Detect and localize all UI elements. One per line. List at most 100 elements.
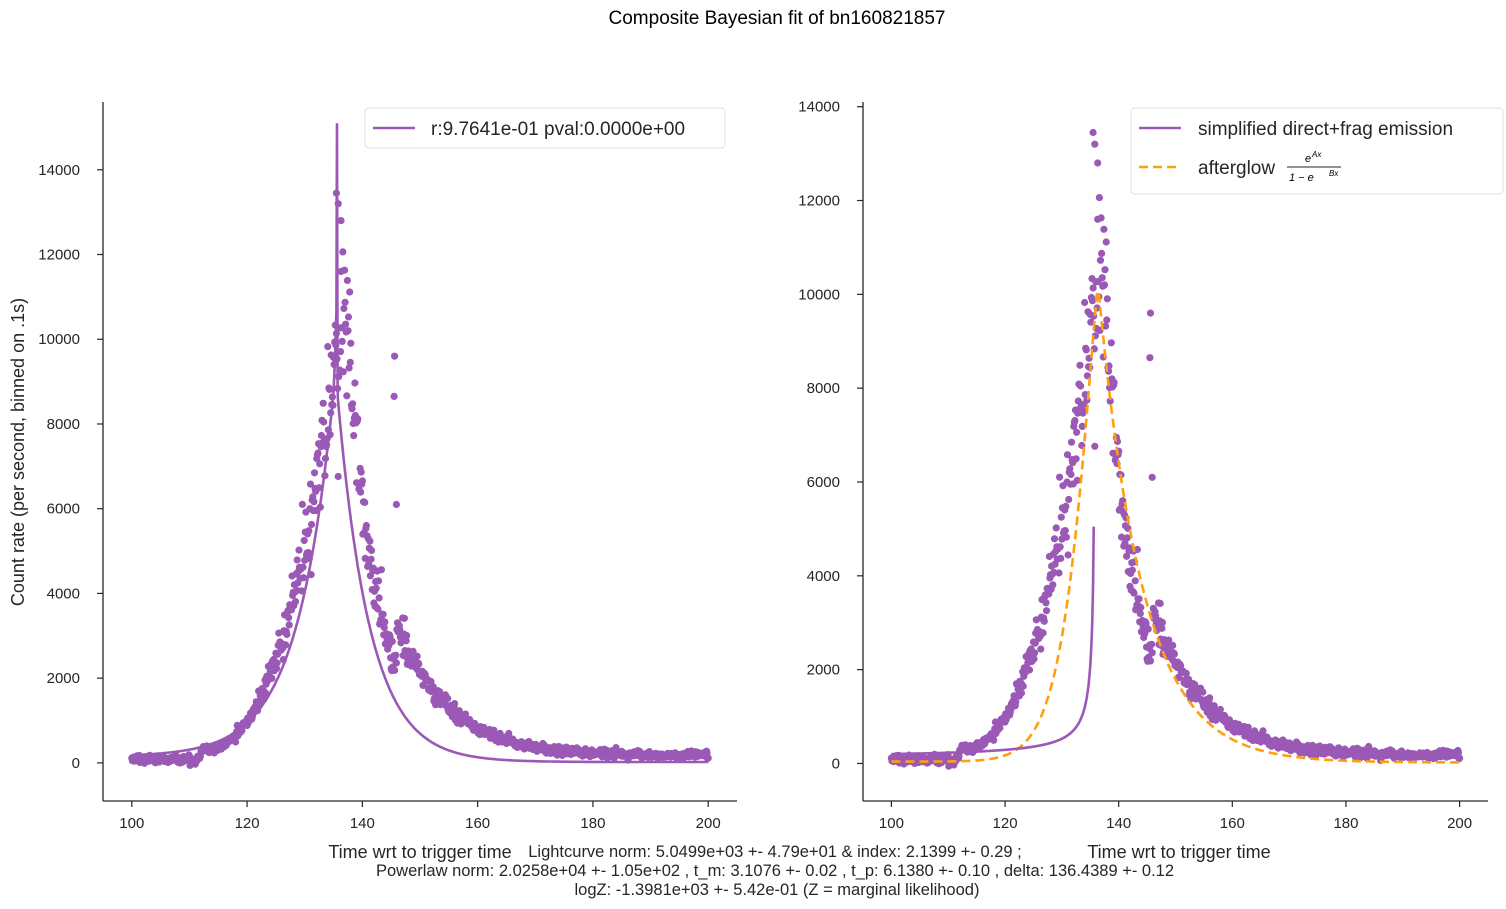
data-point [1144, 625, 1152, 633]
data-point [1040, 617, 1048, 625]
data-point [1216, 705, 1224, 714]
data-point [1191, 681, 1199, 689]
data-point [300, 574, 308, 582]
data-point [232, 738, 240, 746]
data-point [413, 652, 421, 660]
data-point [1156, 599, 1164, 608]
y-tick-label: 10000 [798, 286, 840, 303]
y-tick-label: 14000 [798, 99, 840, 116]
data-point [444, 694, 452, 703]
data-point [1199, 688, 1207, 696]
data-point [261, 689, 270, 697]
x-tick-label: 120 [993, 815, 1018, 832]
y-tick-label: 6000 [47, 501, 80, 518]
y-tick-label: 8000 [47, 416, 80, 433]
data-point [1170, 650, 1178, 658]
data-point [299, 563, 307, 571]
data-point [361, 554, 369, 563]
data-point [1073, 476, 1081, 484]
data-point [392, 651, 400, 659]
data-point [1037, 645, 1045, 653]
data-point [306, 480, 315, 488]
data-point [381, 618, 389, 626]
data-point [990, 736, 998, 744]
data-point [1102, 238, 1110, 246]
fit-summary-line-2: Powerlaw norm: 2.0258e+04 +- 1.05e+02 , … [376, 862, 1174, 880]
data-point [461, 710, 470, 718]
data-point [1042, 607, 1051, 615]
data-point [308, 520, 316, 529]
x-tick-label: 140 [350, 815, 375, 832]
figure-title: Composite Bayesian fit of bn160821857 [609, 8, 946, 29]
data-point [1169, 641, 1177, 650]
data-point [1077, 382, 1085, 390]
data-point [1148, 473, 1156, 481]
data-point [409, 647, 417, 656]
data-point [320, 418, 328, 426]
data-point [293, 556, 301, 564]
y-tick-label: 14000 [38, 162, 80, 179]
data-point [402, 637, 410, 645]
data-point [325, 385, 334, 393]
data-point [1456, 754, 1464, 762]
data-point [1097, 214, 1105, 222]
data-point [1102, 322, 1110, 330]
data-point [1130, 589, 1138, 597]
data-point [1148, 640, 1156, 648]
x-tick-label: 200 [1447, 815, 1472, 832]
data-point [1064, 551, 1072, 559]
data-point [1094, 159, 1102, 167]
formula-denominator-base: 1 − e [1289, 172, 1314, 184]
data-point [1089, 284, 1097, 292]
data-point [374, 605, 382, 613]
data-point [1061, 527, 1069, 535]
data-point [1062, 533, 1070, 541]
data-point [283, 630, 291, 639]
data-point [314, 449, 322, 457]
data-point [391, 352, 399, 360]
data-point [1050, 535, 1059, 543]
data-point [1158, 624, 1166, 632]
left-legend-label: r:9.7641e-01 pval:0.0000e+00 [431, 119, 685, 140]
data-point [1158, 618, 1166, 627]
data-point [427, 677, 435, 686]
data-point [1062, 502, 1070, 510]
x-tick-label: 120 [235, 815, 260, 832]
fit-summary-line-3: logZ: -1.3981e+03 +- 5.42e-01 (Z = margi… [575, 881, 980, 899]
x-tick-label: 100 [119, 815, 144, 832]
data-point [1049, 581, 1057, 589]
data-point [1057, 554, 1065, 563]
data-point [1076, 361, 1084, 369]
data-point [1131, 577, 1139, 585]
data-point [1072, 455, 1080, 463]
data-point [1110, 378, 1118, 387]
data-point [1055, 569, 1063, 577]
data-point [272, 664, 281, 673]
formula-numerator-base: e [1305, 153, 1311, 165]
data-point [340, 266, 349, 274]
data-point [1098, 249, 1106, 257]
data-point [1091, 140, 1099, 148]
data-point [1101, 266, 1109, 274]
data-point [1042, 599, 1050, 607]
y-tick-label: 10000 [38, 331, 80, 348]
right-legend-afterglow-label: afterglow [1198, 158, 1275, 179]
y-tick-label: 12000 [38, 247, 80, 264]
data-point [1103, 316, 1111, 324]
data-point [344, 327, 352, 335]
x-tick-label: 160 [1220, 815, 1245, 832]
data-point [1148, 649, 1156, 657]
right-x-axis-label: Time wrt to trigger time [1087, 842, 1270, 862]
data-point [1146, 657, 1155, 665]
x-tick-label: 180 [580, 815, 605, 832]
data-point [337, 217, 345, 225]
right-panel: 100 120 140 160 180 2000200040006000800010000… [798, 99, 1504, 862]
y-tick-label: 4000 [807, 568, 840, 585]
data-point [1100, 281, 1109, 289]
data-point [392, 500, 400, 509]
data-point [1057, 513, 1065, 521]
data-point [310, 469, 319, 477]
left-data-points [128, 189, 712, 770]
data-point [403, 631, 411, 640]
